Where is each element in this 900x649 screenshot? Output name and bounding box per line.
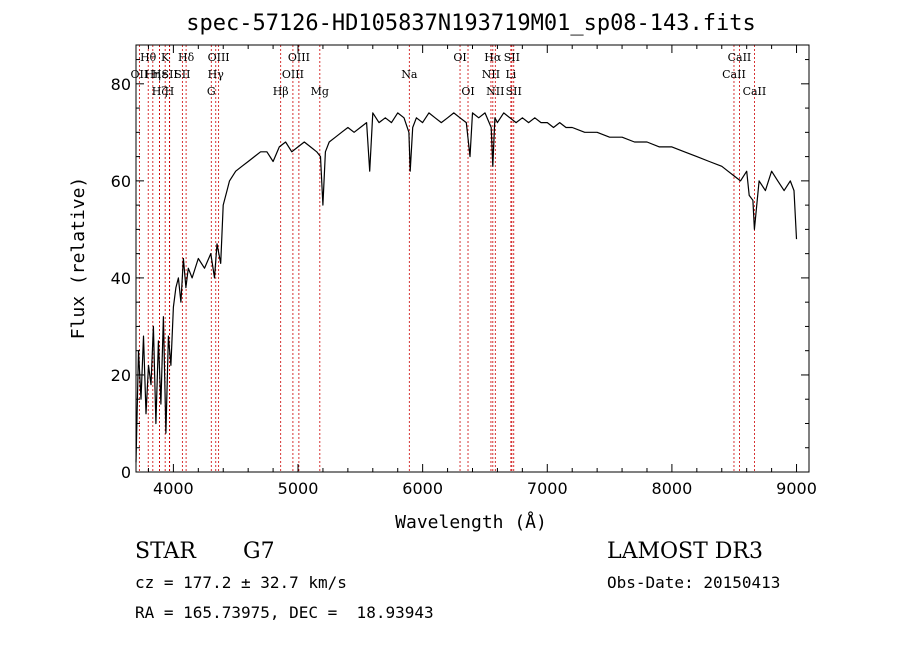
y-axis-ticks: 0 20 40 60 80 <box>111 59 809 482</box>
line-marker-label: OII <box>131 68 149 81</box>
chart-title: spec-57126-HD105837N193719M01_sp08-143.f… <box>186 11 756 36</box>
line-marker-label: Hα <box>484 51 502 64</box>
object-subclass: G7 <box>243 539 275 564</box>
x-tick-label: 7000 <box>527 479 568 498</box>
x-axis-label: Wavelength (Å) <box>395 511 547 533</box>
y-tick-label: 40 <box>111 269 131 288</box>
y-tick-label: 60 <box>111 172 131 191</box>
line-marker-label: H <box>165 85 175 98</box>
line-marker-label: NII <box>482 68 500 81</box>
x-tick-label: 8000 <box>652 479 693 498</box>
line-marker-label: Hθ <box>140 51 157 64</box>
y-tick-label: 80 <box>111 75 131 94</box>
spectrum-line <box>135 112 798 463</box>
line-marker-label: Hδ <box>178 51 195 64</box>
x-tick-label: 4000 <box>153 479 194 498</box>
x-tick-label: 9000 <box>776 479 817 498</box>
line-marker-label: CaII <box>728 51 752 64</box>
line-marker-label: G <box>207 85 216 98</box>
plot-frame <box>135 44 810 473</box>
line-marker-label: SII <box>506 85 522 98</box>
line-marker-label: Mg <box>311 85 329 98</box>
line-marker-label: SII <box>162 68 178 81</box>
line-marker-label: OI <box>453 51 466 64</box>
line-marker-label: Hε <box>152 68 168 81</box>
emission-line-markers <box>138 45 755 472</box>
line-marker-label: OI <box>461 85 474 98</box>
y-axis-label: Flux (relative) <box>68 177 89 340</box>
line-marker-label: CaII <box>722 68 746 81</box>
x-axis-ticks: 4000 5000 6000 7000 8000 9000 <box>147 45 817 498</box>
line-marker-label: Li <box>505 68 516 81</box>
line-marker-label: SII <box>504 51 520 64</box>
obs-date: Obs-Date: 20150413 <box>607 573 781 592</box>
survey-name: LAMOST DR3 <box>607 539 763 564</box>
line-marker-label: CaII <box>743 85 767 98</box>
x-tick-label: 5000 <box>278 479 319 498</box>
line-marker-label: Na <box>401 68 418 81</box>
y-tick-label: 0 <box>121 463 131 482</box>
object-class: STAR <box>135 539 196 564</box>
line-marker-label: OIII <box>208 51 230 64</box>
coordinates: RA = 165.73975, DEC = 18.93943 <box>135 603 434 622</box>
line-marker-label: OIII <box>282 68 304 81</box>
y-tick-label: 20 <box>111 366 131 385</box>
line-marker-label: Hη <box>145 68 161 81</box>
x-tick-label: 6000 <box>402 479 443 498</box>
redshift-readout: cz = 177.2 ± 32.7 km/s <box>135 573 347 592</box>
line-marker-label: K <box>161 51 170 64</box>
line-marker-label: OIII <box>288 51 310 64</box>
line-marker-label: Hβ <box>273 85 289 98</box>
line-marker-label: Hγ <box>208 68 225 81</box>
line-marker-label: Hζ <box>152 85 168 98</box>
line-marker-label: NII <box>486 85 504 98</box>
line-marker-label: SII <box>174 68 190 81</box>
